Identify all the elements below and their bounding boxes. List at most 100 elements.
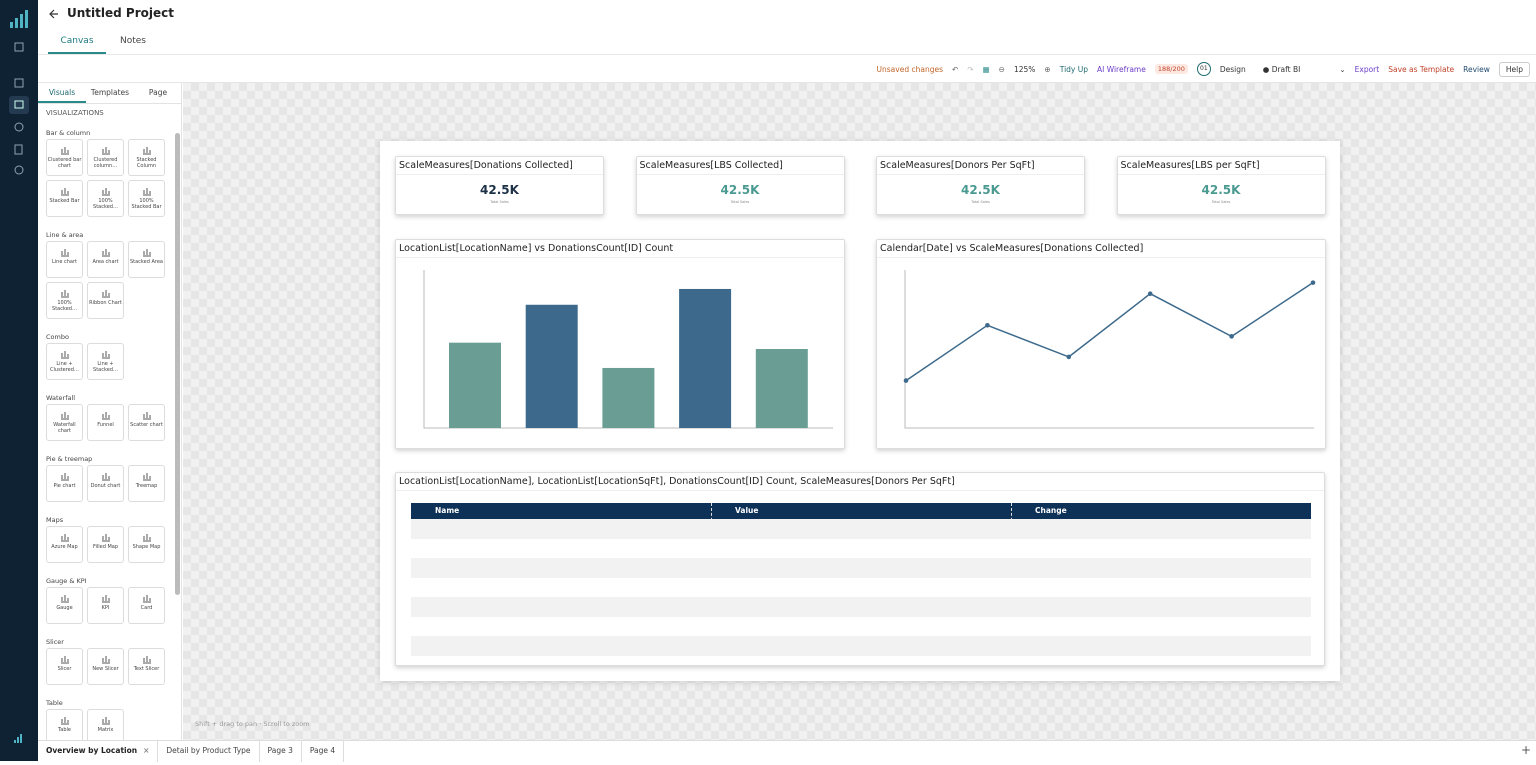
tile-label: Gauge xyxy=(56,605,73,611)
visual-tile[interactable]: Funnel xyxy=(87,404,124,441)
visual-tile[interactable]: Ribbon Chart xyxy=(87,282,124,319)
avatar[interactable]: 01 xyxy=(1196,62,1211,76)
tile-label: Funnel xyxy=(97,422,114,428)
table-header xyxy=(411,503,1311,519)
visual-tile[interactable]: Card xyxy=(128,587,165,624)
page-tab[interactable]: Page 4 xyxy=(302,741,345,762)
page-tab[interactable]: Detail by Product Type xyxy=(158,741,260,762)
tidy-button[interactable]: Tidy Up xyxy=(1059,64,1088,74)
tile-icon xyxy=(102,188,110,196)
visual-tile[interactable]: 100% Stacked… xyxy=(87,180,124,217)
redo[interactable]: ↷ xyxy=(967,64,974,74)
visual-tile[interactable]: Treemap xyxy=(128,465,165,502)
tile-icon xyxy=(102,473,110,481)
tile-label: Line chart xyxy=(51,259,77,265)
visual-tile[interactable]: Waterfall chart xyxy=(46,404,83,441)
icon-shape xyxy=(61,290,69,298)
visual-tile[interactable]: Scatter chart xyxy=(128,404,165,441)
visual-tile[interactable]: KPI xyxy=(87,587,124,624)
visual-tile[interactable]: Text Slicer xyxy=(128,648,165,685)
icon-shape xyxy=(102,412,110,420)
visual-tile[interactable]: Line chart xyxy=(46,241,83,278)
card-label: Total Sales xyxy=(1211,200,1231,204)
sidebar-tab[interactable]: Visuals xyxy=(38,83,86,103)
card-title: ScaleMeasures[LBS per SqFt] xyxy=(1120,160,1260,171)
visual-tile[interactable]: Line + Stacked… xyxy=(87,343,124,380)
back-button[interactable] xyxy=(48,8,60,20)
icon-shape xyxy=(61,595,69,603)
visual-tile[interactable]: 100% Stacked… xyxy=(46,282,83,319)
tile-label: Line + Stacked… xyxy=(93,361,118,373)
tile-icon xyxy=(143,473,151,481)
visual-tile[interactable]: Pie chart xyxy=(46,465,83,502)
visual-tile[interactable]: Stacked Bar xyxy=(46,180,83,217)
visual-tile[interactable]: 100% Stacked Bar xyxy=(128,180,165,217)
icon-shape xyxy=(102,717,110,725)
undo[interactable]: ↶ xyxy=(951,64,959,74)
chart-title: LocationList[LocationName] vs DonationsC… xyxy=(399,243,674,254)
kpi-card: ScaleMeasures[LBS per SqFt] 42.5K Total Sa… xyxy=(1116,156,1326,215)
visual-tile[interactable]: New Slicer xyxy=(87,648,124,685)
table-row xyxy=(411,577,1311,597)
table-row xyxy=(411,538,1311,558)
zoom-out[interactable]: ⊖ xyxy=(998,64,1005,74)
page-tab[interactable]: Overview by Location × xyxy=(38,741,159,762)
axis xyxy=(904,270,1314,429)
tile-icon xyxy=(61,595,69,603)
tile-label: KPI xyxy=(101,605,110,611)
tile-icon xyxy=(102,534,110,542)
tab[interactable]: Canvas xyxy=(48,28,106,54)
close-tab[interactable]: × xyxy=(143,746,150,755)
tab[interactable]: Notes xyxy=(120,36,146,46)
export-button[interactable]: Export xyxy=(1354,64,1380,74)
icon-shape xyxy=(143,534,151,542)
visual-tile[interactable]: Clustered bar chart xyxy=(46,139,83,176)
card-divider xyxy=(1117,174,1325,175)
card-title: ScaleMeasures[Donations Collected] xyxy=(399,160,573,171)
card-label: Total Sales xyxy=(490,200,509,204)
help-button[interactable]: Help xyxy=(1498,61,1530,77)
point xyxy=(1229,334,1234,339)
card-label: Total Sales xyxy=(730,200,750,204)
add-page[interactable]: + xyxy=(1521,743,1532,757)
sidebar-tab[interactable]: Templates xyxy=(90,88,130,97)
section-heading: VISUALIZATIONS xyxy=(46,109,104,117)
visual-tile[interactable]: Filled Map xyxy=(87,526,124,563)
visual-tile[interactable]: Slicer xyxy=(46,648,83,685)
card-title: ScaleMeasures[Donors Per SqFt] xyxy=(880,160,1035,171)
visual-tile[interactable]: Table xyxy=(46,709,83,740)
rail-icons xyxy=(9,10,29,743)
page-tabs: Overview by Location × Detail by Product T… xyxy=(38,740,1536,762)
visual-tile[interactable]: Line + Clustered… xyxy=(46,343,83,380)
visual-tile[interactable]: Area chart xyxy=(87,241,124,278)
visual-tile[interactable]: Clustered column… xyxy=(87,139,124,176)
group-title: Gauge & KPI xyxy=(46,577,87,585)
ai-button[interactable]: AI Wireframe xyxy=(1097,64,1146,74)
grid-toggle[interactable]: ▦ xyxy=(982,64,990,74)
canvas: Shift + drag to pan · Scroll to zoom Sca… xyxy=(183,83,1536,740)
icon-shape xyxy=(102,534,110,542)
line xyxy=(905,282,1314,382)
visual-tile[interactable]: Gauge xyxy=(46,587,83,624)
draft-select[interactable]: ● Draft BI xyxy=(1262,64,1301,74)
page-name: Page 4 xyxy=(309,746,336,755)
visual-tile[interactable]: Donut chart xyxy=(87,465,124,502)
visual-tile[interactable]: Azure Map xyxy=(46,526,83,563)
template-button[interactable]: Save as Template xyxy=(1388,64,1455,74)
tile-label: Stacked Column xyxy=(136,157,157,169)
column-header: Name xyxy=(435,506,460,515)
zoom-in[interactable]: ⊕ xyxy=(1044,64,1051,74)
visual-tile[interactable]: Stacked Area xyxy=(128,241,165,278)
visual-tile[interactable]: Matrix xyxy=(87,709,124,740)
tile-icon xyxy=(102,249,110,257)
review-button[interactable]: Review xyxy=(1463,64,1490,74)
card-value: 42.5K xyxy=(720,183,760,197)
sidebar-tab[interactable]: Page xyxy=(148,88,168,97)
visual-tile[interactable]: Stacked Column xyxy=(128,139,165,176)
tile-label: New Slicer xyxy=(92,666,119,672)
bar xyxy=(679,288,732,428)
page-tab[interactable]: Page 3 xyxy=(260,741,302,762)
visual-tile[interactable]: Shape Map xyxy=(128,526,165,563)
bar xyxy=(449,342,501,428)
bar xyxy=(525,304,578,428)
